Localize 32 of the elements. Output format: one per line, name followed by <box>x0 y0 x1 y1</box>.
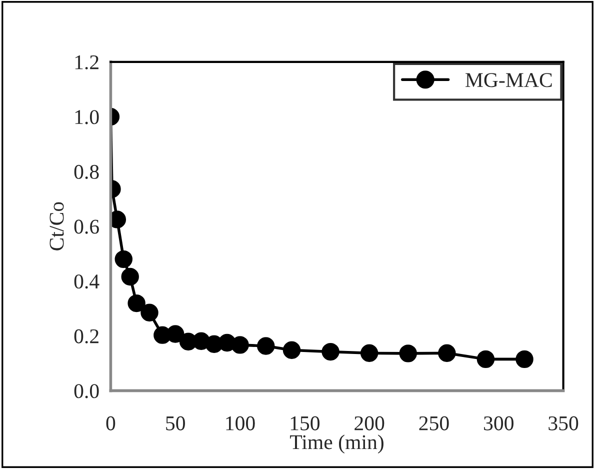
point <box>360 344 378 362</box>
point <box>282 341 301 359</box>
x-tick-label: 250 <box>419 416 449 430</box>
point <box>257 337 275 355</box>
point <box>128 294 146 312</box>
point <box>322 342 340 361</box>
y-tick-label: 0.8 <box>74 164 99 180</box>
legend-label: MG-MAC <box>466 73 552 88</box>
y-tick-label: 1.2 <box>75 55 98 70</box>
x-tick-label: 350 <box>548 416 578 430</box>
point <box>476 350 495 368</box>
y-tick-label: 0.6 <box>74 220 99 234</box>
x-tick-label: 50 <box>166 416 185 430</box>
point <box>121 268 139 286</box>
x-tick-label: 100 <box>226 416 255 430</box>
y-tick-label: 0.4 <box>74 274 100 289</box>
point <box>438 344 456 362</box>
y-tick-label: 0.0 <box>74 384 99 398</box>
x-tick-label: 150 <box>290 416 320 430</box>
y-tick-label: 0.2 <box>74 329 98 344</box>
x-axis-title: Time (min) <box>290 434 384 454</box>
y-axis-title: Ct/Co <box>50 202 64 250</box>
point <box>516 350 534 368</box>
point <box>140 304 158 322</box>
x-tick-label: 0 <box>106 416 116 430</box>
point <box>166 325 184 343</box>
point <box>231 336 249 354</box>
x-tick-label: 200 <box>354 416 384 430</box>
point <box>114 250 132 268</box>
x-tick-label: 300 <box>484 416 514 430</box>
point <box>399 344 417 362</box>
y-tick-label: 1.0 <box>75 110 99 124</box>
